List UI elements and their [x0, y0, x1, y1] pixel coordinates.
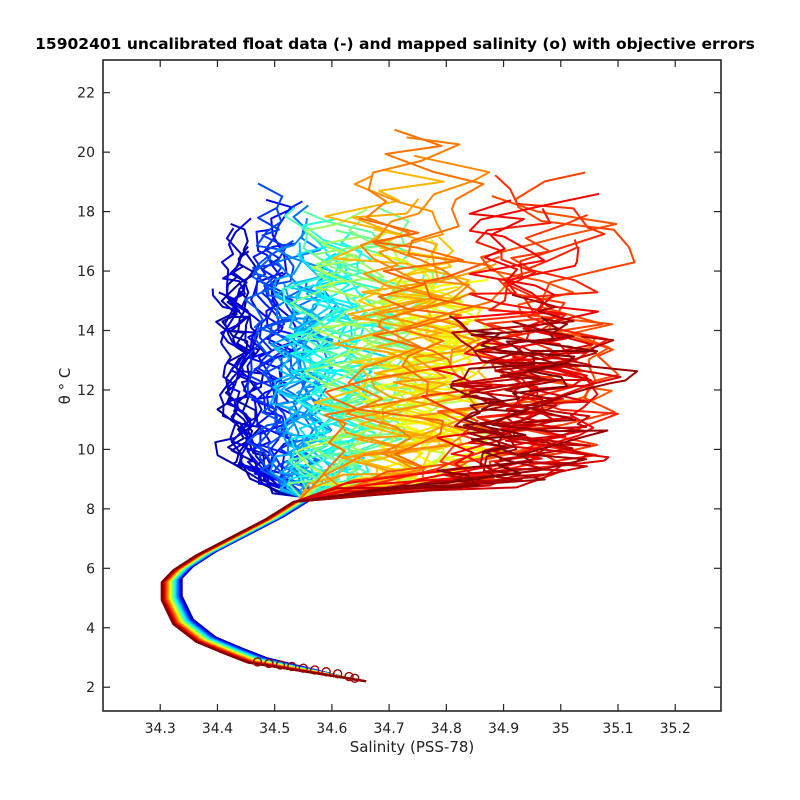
mapped-salinity-marker	[252, 657, 263, 667]
mapped-salinity-markers	[252, 657, 360, 684]
x-tick-label: 35.2	[660, 721, 691, 737]
mapped-salinity-marker	[344, 671, 354, 682]
y-tick-label: 14	[77, 324, 95, 340]
x-axis: 34.3 34.4 34.5 34.6 34.7 34.8 34.9 35 35.1 35.2	[145, 60, 691, 737]
mapped-salinity-marker	[264, 658, 274, 669]
x-tick-label: 34.5	[259, 721, 290, 737]
x-tick-label: 35	[552, 721, 570, 737]
mapped-salinity-marker	[275, 660, 286, 670]
x-tick-label: 34.7	[374, 721, 405, 737]
x-tick-label: 35.1	[602, 721, 633, 737]
y-tick-label: 8	[86, 502, 95, 518]
x-tick-label: 34.8	[431, 721, 462, 737]
mapped-salinity-marker	[332, 669, 343, 679]
y-axis-label: θ ° C	[56, 368, 74, 405]
x-tick-label: 34.4	[202, 721, 233, 737]
plot-frame	[102, 59, 722, 712]
y-tick-label: 22	[77, 86, 95, 102]
y-tick-label: 18	[77, 205, 95, 221]
y-axis: 2 4 6 8 10 12 14 16 18 20 22	[77, 86, 721, 696]
mapped-salinity-marker	[298, 663, 308, 673]
mapped-salinity-marker	[321, 667, 331, 677]
mapped-salinity-marker	[350, 673, 360, 684]
x-tick-label: 34.3	[145, 721, 176, 737]
y-tick-label: 16	[77, 264, 95, 280]
mapped-salinity-marker	[310, 665, 320, 675]
x-tick-label: 34.6	[316, 721, 347, 737]
x-tick-label: 34.9	[488, 721, 519, 737]
y-tick-label: 4	[86, 621, 95, 637]
plot-lines	[160, 128, 639, 683]
mapped-salinity-marker	[287, 661, 297, 672]
y-tick-label: 20	[77, 145, 95, 161]
float-profile-line	[160, 314, 576, 683]
y-tick-label: 10	[77, 442, 95, 458]
y-tick-label: 12	[77, 383, 95, 399]
chart-title: 15902401 uncalibrated float data (-) and…	[35, 35, 755, 53]
x-axis-label: Salinity (PSS-78)	[350, 738, 475, 756]
y-tick-label: 6	[86, 561, 95, 577]
y-tick-label: 2	[86, 680, 95, 696]
